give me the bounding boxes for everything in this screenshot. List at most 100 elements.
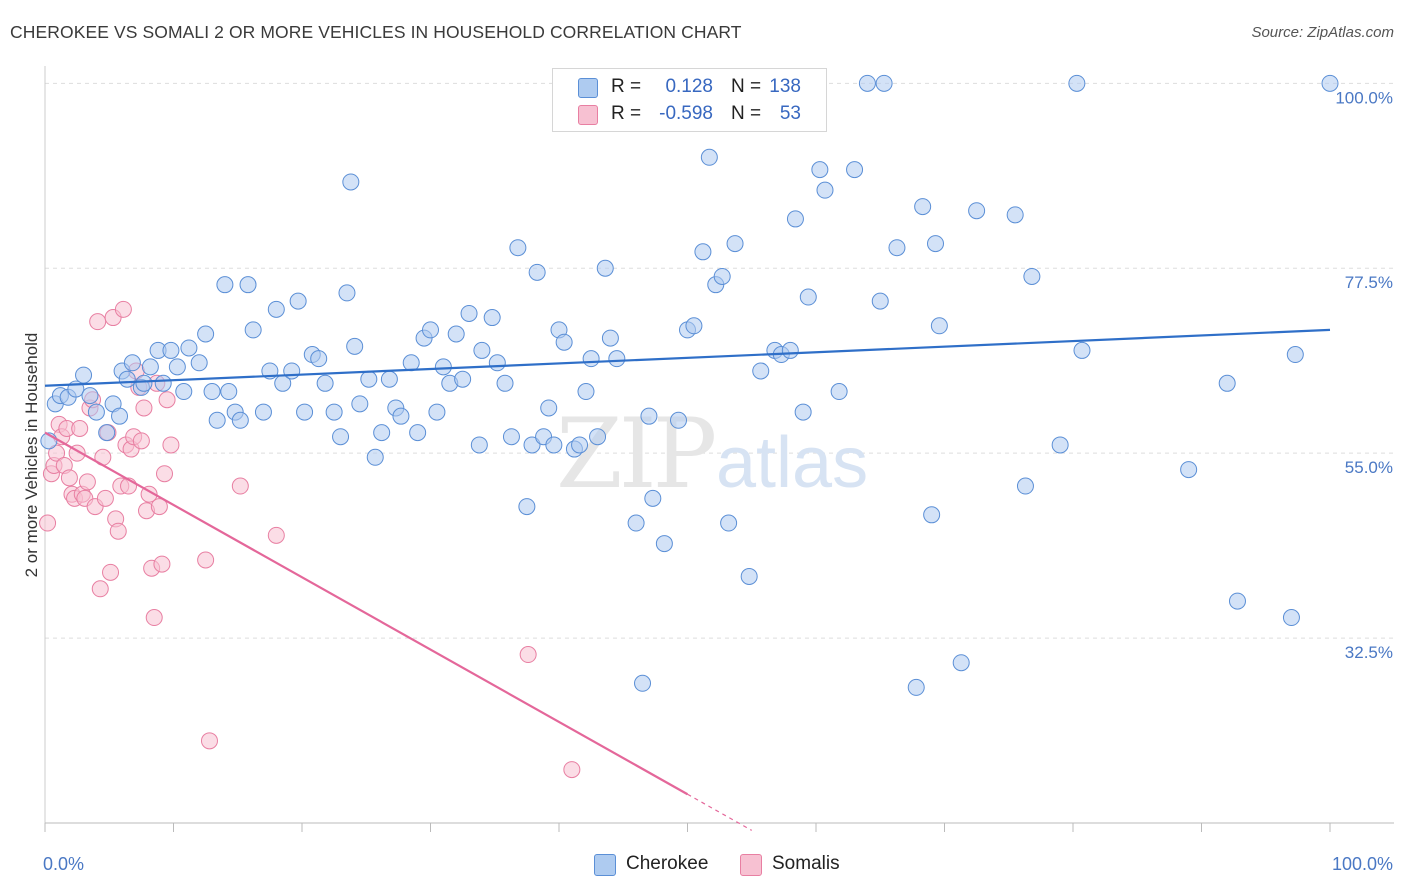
cherokee-point bbox=[239, 276, 257, 294]
cherokee-point bbox=[254, 403, 272, 421]
cherokee-point bbox=[454, 370, 472, 388]
watermark-zip: ZIP bbox=[556, 398, 715, 510]
source-credit: Source: ZipAtlas.com bbox=[1251, 24, 1394, 41]
cherokee-point bbox=[141, 358, 159, 376]
cherokee-point bbox=[952, 654, 970, 672]
cherokee-point bbox=[1228, 592, 1246, 610]
cherokee-point bbox=[332, 428, 350, 446]
cherokee-point bbox=[830, 383, 848, 401]
cherokee-point bbox=[781, 341, 799, 359]
somali-point bbox=[71, 420, 89, 438]
cherokee-point bbox=[231, 411, 249, 429]
somali-point bbox=[89, 313, 107, 331]
somali-point bbox=[156, 465, 174, 483]
cherokee-point bbox=[846, 161, 864, 179]
cherokee-point bbox=[644, 489, 662, 507]
somali-point bbox=[519, 646, 537, 664]
cherokee-point bbox=[726, 235, 744, 253]
cherokee-point bbox=[871, 292, 889, 310]
cherokee-point bbox=[670, 411, 688, 429]
somali-point bbox=[231, 477, 249, 495]
cherokee-point bbox=[720, 514, 738, 532]
cherokee-point bbox=[190, 354, 208, 372]
somali-point bbox=[102, 563, 120, 581]
cherokee-point bbox=[197, 325, 215, 343]
cherokee-point bbox=[473, 341, 491, 359]
cherokee-point bbox=[325, 403, 343, 421]
cherokee-point bbox=[447, 325, 465, 343]
cherokee-point bbox=[316, 374, 334, 392]
cherokee-point bbox=[342, 173, 360, 191]
legend-n-label: N = bbox=[731, 76, 762, 97]
legend-n-label: N = bbox=[731, 103, 762, 124]
cherokee-point bbox=[346, 337, 364, 355]
watermark: ZIP atlas bbox=[556, 398, 868, 510]
cherokee-point bbox=[509, 239, 527, 257]
gridlines bbox=[45, 82, 1394, 639]
somali-point bbox=[78, 473, 96, 491]
y-axis-label: 2 or more Vehicles in Household bbox=[22, 333, 41, 578]
cherokee-point bbox=[1282, 609, 1300, 627]
somali-legend-swatch bbox=[740, 854, 762, 876]
cherokee-point bbox=[685, 317, 703, 335]
cherokee-point bbox=[111, 407, 129, 425]
somali-point bbox=[267, 526, 285, 544]
cherokee-point bbox=[366, 448, 384, 466]
somali-point bbox=[150, 498, 168, 516]
somali-point bbox=[563, 761, 581, 779]
cherokee-point bbox=[794, 403, 812, 421]
somali-r-value: -0.598 bbox=[659, 103, 713, 124]
legend: R = 0.128 N = 138 R = -0.598 N = 53 bbox=[552, 68, 827, 132]
cherokee-point bbox=[923, 506, 941, 524]
cherokee-point bbox=[816, 181, 834, 199]
y-tick-label: 100.0% bbox=[1335, 88, 1393, 107]
cherokee-point bbox=[216, 276, 234, 294]
somali-legend-label: Somalis bbox=[772, 853, 840, 874]
cherokee-point bbox=[203, 383, 221, 401]
cherokee-point bbox=[1073, 341, 1091, 359]
cherokee-point bbox=[180, 339, 198, 357]
cherokee-point bbox=[380, 370, 398, 388]
cherokee-point bbox=[608, 350, 626, 368]
cherokee-point bbox=[589, 428, 607, 446]
cherokee-point bbox=[175, 383, 193, 401]
cherokee-point bbox=[875, 74, 893, 92]
somali-n-value: 53 bbox=[779, 103, 801, 124]
somali-point bbox=[197, 551, 215, 569]
cherokee-point bbox=[402, 354, 420, 372]
x-tick-label-min: 0.0% bbox=[43, 854, 84, 874]
trend-lines bbox=[44, 328, 1331, 831]
cherokee-point bbox=[1068, 74, 1086, 92]
somali-point bbox=[60, 469, 78, 487]
cherokee-point bbox=[208, 411, 226, 429]
watermark-atlas: atlas bbox=[716, 423, 868, 503]
somali-swatch bbox=[578, 105, 598, 125]
cherokee-point bbox=[283, 362, 301, 380]
cherokee-point bbox=[244, 321, 262, 339]
cherokee-point bbox=[434, 358, 452, 376]
cherokee-point bbox=[1023, 267, 1041, 285]
cherokee-points bbox=[40, 74, 1339, 696]
somali-point bbox=[109, 522, 127, 540]
cherokee-point bbox=[75, 366, 93, 384]
cherokee-point bbox=[545, 436, 563, 454]
somali-point bbox=[145, 609, 163, 627]
cherokee-point bbox=[168, 358, 186, 376]
cherokee-point bbox=[1218, 374, 1236, 392]
cherokee-point bbox=[360, 370, 378, 388]
cherokee-point bbox=[930, 317, 948, 335]
legend-r-label: R = bbox=[611, 103, 642, 124]
cherokee-r-value: 0.128 bbox=[665, 76, 713, 97]
cherokee-point bbox=[289, 292, 307, 310]
cherokee-point bbox=[460, 304, 478, 322]
somali-point bbox=[114, 300, 132, 318]
cherokee-point bbox=[655, 535, 673, 553]
cherokee-point bbox=[640, 407, 658, 425]
somali-point bbox=[39, 514, 57, 532]
cherokee-point bbox=[409, 424, 427, 442]
cherokee-point bbox=[220, 383, 238, 401]
somali-point bbox=[158, 391, 176, 409]
cherokee-point bbox=[694, 243, 712, 261]
cherokee-swatch bbox=[578, 78, 598, 98]
